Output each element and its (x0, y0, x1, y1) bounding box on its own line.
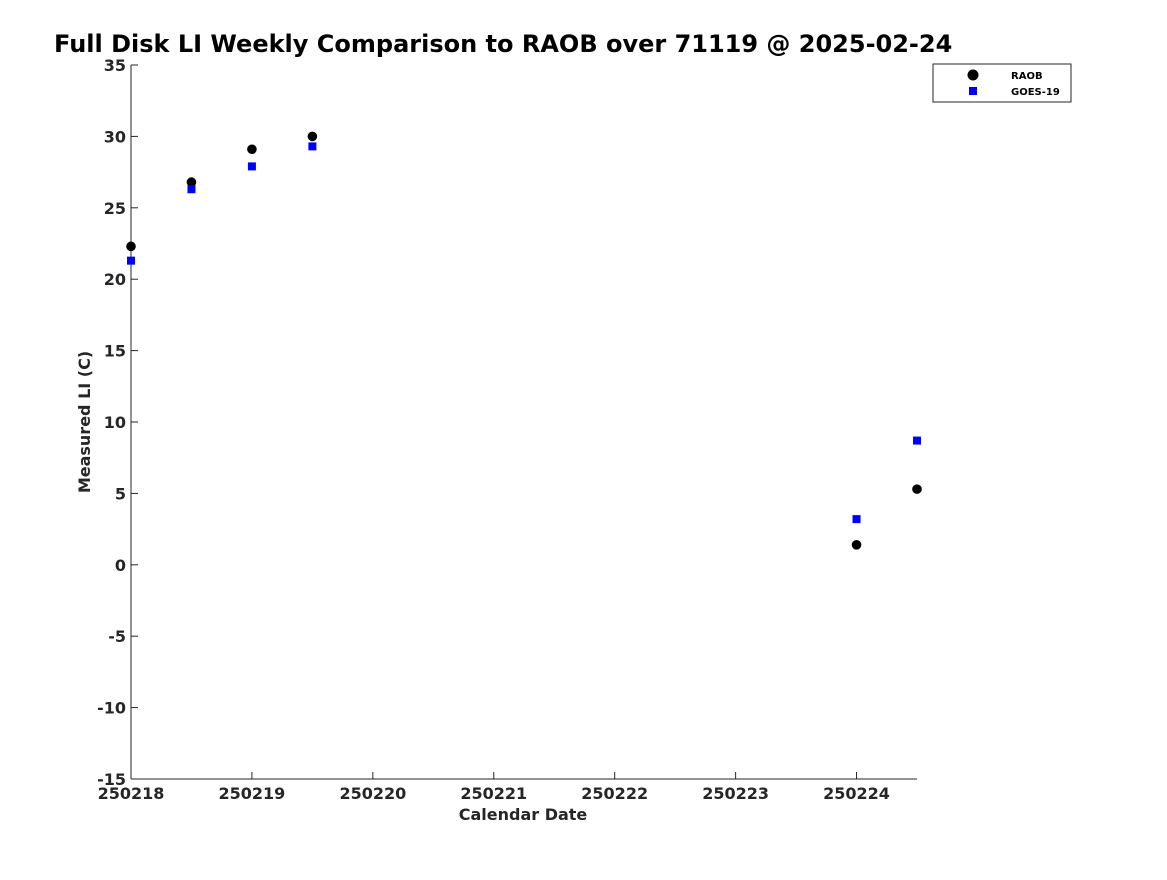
x-tick-label: 250223 (702, 784, 769, 803)
goes-19-point (308, 142, 317, 151)
y-tick-label: 15 (104, 342, 126, 361)
raob-point (307, 131, 318, 142)
raob-point (126, 241, 136, 252)
y-tick-label: 20 (104, 270, 126, 289)
y-tick-label: -15 (97, 770, 126, 789)
x-tick-label: 250220 (339, 784, 406, 803)
x-tick-label: 250218 (98, 784, 165, 803)
goes-19-point (187, 185, 196, 194)
x-tick-label: 250224 (823, 784, 890, 803)
y-tick-label: 10 (104, 413, 126, 432)
y-tick-label: 0 (115, 556, 126, 575)
x-tick-label: 250219 (219, 784, 286, 803)
goes-19-point (247, 162, 256, 171)
legend-circle-marker (967, 69, 979, 81)
x-tick-label: 250221 (460, 784, 527, 803)
x-axis-label: Calendar Date (459, 805, 588, 824)
y-tick-label: 35 (104, 56, 126, 75)
legend: RAOB GOES-19 (932, 63, 1072, 103)
legend-label: GOES-19 (1011, 87, 1060, 98)
x-tick-label: 250222 (581, 784, 648, 803)
y-tick-label: -5 (108, 627, 126, 646)
data-points (126, 131, 922, 550)
legend-box (932, 63, 1072, 103)
y-tick-label: -10 (97, 699, 126, 718)
y-tick-label: 30 (104, 127, 126, 146)
raob-point (851, 540, 862, 550)
raob-point (247, 144, 257, 155)
goes-19-point (852, 515, 861, 524)
y-tick-label: 5 (115, 484, 126, 503)
y-tick-label: 25 (104, 199, 126, 218)
legend-square-marker (969, 87, 977, 95)
goes-19-point (127, 256, 135, 265)
y-axis-label: Measured LI (C) (75, 351, 94, 493)
raob-point (912, 484, 922, 494)
chart-title: Full Disk LI Weekly Comparison to RAOB o… (54, 30, 952, 58)
goes-19-point (913, 436, 921, 445)
legend-label: RAOB (1011, 71, 1043, 82)
axes (130, 65, 917, 780)
raob-point (186, 177, 197, 187)
